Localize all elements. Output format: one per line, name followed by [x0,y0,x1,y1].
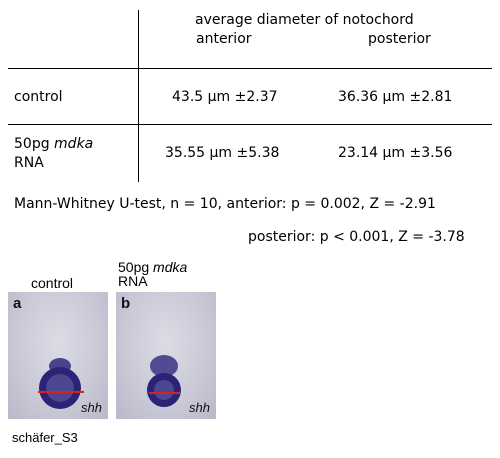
row-label-mdka-gene: mdka [54,136,94,152]
figure-label-mdka-prefix: 50pg [118,259,154,275]
cell-control-posterior: 36.36 μm ±2.81 [338,89,453,105]
figure-label-mdka-gene: mdka [153,259,188,275]
figure-label-control: control [31,275,74,291]
figure-caption: schäfer_S3 [12,430,78,445]
embryo-section-image-b [147,355,181,407]
image-panel-b: b shh [116,292,216,419]
figure-label-mdka: 50pg mdka RNA [118,260,187,288]
image-panel-a: a shh [8,292,108,419]
column-header-posterior: posterior [368,31,431,47]
cell-mdka-posterior: 23.14 μm ±3.56 [338,145,453,161]
table-vertical-divider [138,10,139,182]
row-label-mdka: 50pg mdka [14,136,93,152]
row-label-control: control [14,89,63,105]
table-row-divider [8,124,492,125]
gene-label-a: shh [81,400,102,415]
stats-line-2: posterior: p < 0.001, Z = -3.78 [248,229,465,245]
table-header-divider [8,68,492,69]
cell-mdka-anterior: 35.55 μm ±5.38 [165,145,280,161]
column-header-anterior: anterior [196,31,252,47]
cell-control-anterior: 43.5 μm ±2.37 [172,89,278,105]
panel-letter-b: b [121,295,131,312]
panel-letter-a: a [13,295,22,312]
table-header-title: average diameter of notochord [195,12,414,28]
figure-label-mdka-line2: RNA [118,273,148,289]
gene-label-b: shh [189,400,210,415]
row-label-mdka-line2: RNA [14,155,44,171]
embryo-section-image-a [38,358,84,409]
stats-line-1: Mann-Whitney U-test, n = 10, anterior: p… [14,196,436,212]
row-label-mdka-prefix: 50pg [14,136,55,152]
